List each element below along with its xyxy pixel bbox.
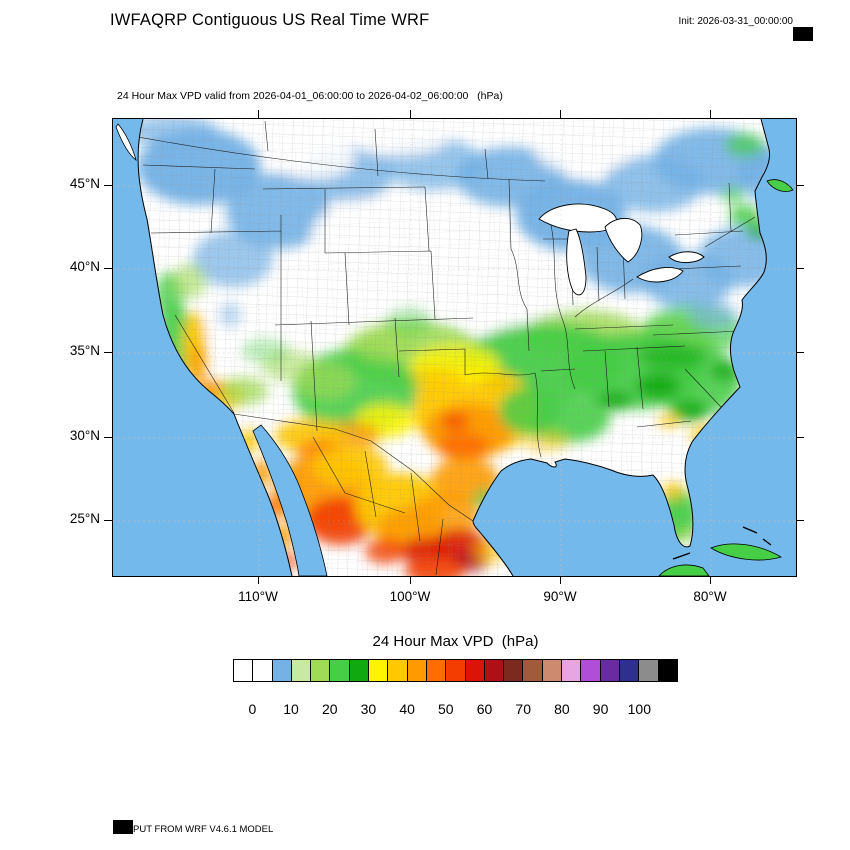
footer-text: OUTPUT FROM WRF V4.6.1 MODEL WE = 580 ; … bbox=[113, 799, 487, 850]
cuba bbox=[710, 543, 782, 561]
islands-layer bbox=[115, 123, 794, 576]
footer-model-line: OUTPUT FROM WRF V4.6.1 MODEL bbox=[113, 824, 274, 835]
lat-axis-tick bbox=[796, 437, 804, 438]
lat-axis-tick bbox=[104, 520, 112, 521]
colorbar-swatch bbox=[234, 660, 253, 681]
colorbar-swatch bbox=[522, 660, 542, 681]
colorbar-tick-label: 20 bbox=[321, 701, 338, 717]
lon-axis-tick bbox=[258, 576, 259, 584]
colorbar-swatch bbox=[483, 660, 504, 681]
coastline bbox=[137, 119, 771, 576]
lon-tick-label: 110°W bbox=[238, 589, 278, 604]
lon-axis-tick bbox=[560, 110, 561, 118]
conus-vpd-map bbox=[113, 119, 796, 576]
lat-axis-tick bbox=[104, 268, 112, 269]
lon-axis-tick bbox=[710, 110, 711, 118]
lat-tick-label: 40°N bbox=[69, 259, 100, 274]
great-lakes bbox=[538, 203, 705, 296]
colorbar-swatch bbox=[290, 660, 311, 681]
colorbar-swatch bbox=[657, 660, 677, 681]
colorbar-tick-label: 10 bbox=[283, 701, 299, 717]
colorbar-tick-label: 70 bbox=[515, 701, 531, 717]
lat-tick-label: 35°N bbox=[69, 343, 100, 358]
colorbar-title: 24 Hour Max VPD (hPa) bbox=[372, 633, 539, 650]
lat-axis-tick bbox=[796, 268, 804, 269]
page-title: IWFAQRP Contiguous US Real Time WRF bbox=[110, 11, 430, 29]
colorbar-swatch bbox=[310, 660, 330, 681]
vancouver-island bbox=[115, 123, 137, 162]
colorbar-swatch bbox=[618, 660, 639, 681]
state-borders bbox=[138, 120, 756, 576]
lat-axis-tick bbox=[796, 185, 804, 186]
colorbar-swatch bbox=[348, 660, 369, 681]
colorbar-swatch bbox=[368, 660, 388, 681]
colorbar-swatch bbox=[271, 660, 291, 681]
colorbar-tick-label: 90 bbox=[592, 701, 609, 717]
colorbar-tick-label: 40 bbox=[399, 701, 415, 717]
graticule-overlay bbox=[113, 119, 796, 576]
nova-scotia bbox=[766, 179, 794, 192]
colorbar-swatch bbox=[445, 660, 465, 681]
corner-mark-bottom-left bbox=[113, 820, 133, 834]
colorbar-swatch bbox=[541, 660, 562, 681]
colorbar-tick-label: 60 bbox=[476, 701, 493, 717]
colorbar-swatch bbox=[425, 660, 446, 681]
colorbar-swatch bbox=[503, 660, 523, 681]
colorbar-swatch bbox=[599, 660, 619, 681]
bahamas bbox=[672, 526, 772, 560]
colorbar-swatch bbox=[252, 660, 272, 681]
lon-tick-label: 100°W bbox=[389, 589, 431, 604]
lon-axis-tick bbox=[560, 576, 561, 584]
colorbar-tick-label: 50 bbox=[438, 701, 454, 717]
lon-axis-tick bbox=[258, 110, 259, 118]
colorbar-tick-label: 80 bbox=[554, 701, 570, 717]
colorbar-tick-label: 0 bbox=[248, 701, 257, 717]
lon-tick-label: 90°W bbox=[543, 589, 577, 604]
colorbar-swatch bbox=[561, 660, 581, 681]
gulf-of-california bbox=[252, 424, 328, 576]
map-frame bbox=[112, 118, 797, 577]
colorbar-swatch bbox=[406, 660, 426, 681]
lat-axis-tick bbox=[796, 520, 804, 521]
colorbar-swatch bbox=[387, 660, 407, 681]
lon-axis-tick bbox=[410, 110, 411, 118]
lon-axis-tick bbox=[710, 576, 711, 584]
lat-axis-tick bbox=[104, 352, 112, 353]
lon-axis-tick bbox=[410, 576, 411, 584]
colorbar-swatch bbox=[464, 660, 484, 681]
colorbar-tick-labels: 0 10 20 30 40 50 60 70 80 90 100 bbox=[233, 701, 678, 719]
lat-tick-label: 45°N bbox=[69, 176, 100, 191]
colorbar-swatch bbox=[580, 660, 600, 681]
colorbar bbox=[233, 659, 678, 682]
colorbar-tick-label: 30 bbox=[360, 701, 377, 717]
yucatan bbox=[658, 564, 710, 576]
lat-axis-tick bbox=[104, 185, 112, 186]
colorbar-tick-label: 100 bbox=[627, 701, 651, 717]
colorbar-swatch bbox=[638, 660, 658, 681]
lat-axis-tick bbox=[104, 437, 112, 438]
lon-tick-label: 80°W bbox=[693, 589, 727, 604]
lat-tick-label: 25°N bbox=[69, 511, 100, 526]
lat-axis-tick bbox=[796, 352, 804, 353]
colorbar-swatch bbox=[329, 660, 349, 681]
valid-time-subtitle: 24 Hour Max VPD valid from 2026-04-01_06… bbox=[117, 90, 503, 102]
corner-mark-top-right bbox=[793, 27, 813, 41]
init-time-label: Init: 2026-03-31_00:00:00 bbox=[678, 16, 793, 27]
lat-tick-label: 30°N bbox=[69, 428, 100, 443]
